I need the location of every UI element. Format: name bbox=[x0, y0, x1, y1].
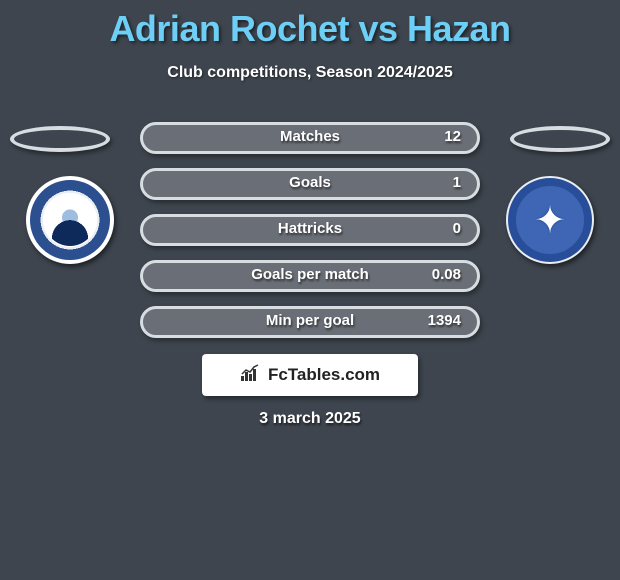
page-title: Adrian Rochet vs Hazan bbox=[0, 0, 620, 50]
stats-panel: Matches 12 Goals 1 Hattricks 0 Goals per… bbox=[140, 122, 480, 352]
stat-value: 1394 bbox=[428, 312, 461, 329]
stat-value: 12 bbox=[444, 128, 461, 145]
stat-row-goals: Goals 1 bbox=[140, 168, 480, 200]
date-label: 3 march 2025 bbox=[0, 410, 620, 428]
player-silhouette-right bbox=[510, 126, 610, 152]
stat-label: Matches bbox=[143, 128, 477, 145]
stat-value: 1 bbox=[453, 174, 461, 191]
brand-box: FcTables.com bbox=[202, 354, 418, 396]
team-badge-left bbox=[26, 176, 114, 264]
stat-row-min-per-goal: Min per goal 1394 bbox=[140, 306, 480, 338]
stat-label: Hattricks bbox=[143, 220, 477, 237]
page-subtitle: Club competitions, Season 2024/2025 bbox=[0, 64, 620, 82]
player-silhouette-left bbox=[10, 126, 110, 152]
stat-row-goals-per-match: Goals per match 0.08 bbox=[140, 260, 480, 292]
stat-row-matches: Matches 12 bbox=[140, 122, 480, 154]
stat-label: Goals bbox=[143, 174, 477, 191]
brand-text: FcTables.com bbox=[268, 365, 380, 385]
chart-icon bbox=[240, 364, 262, 387]
stat-value: 0 bbox=[453, 220, 461, 237]
stat-label: Goals per match bbox=[143, 266, 477, 283]
team-badge-right bbox=[506, 176, 594, 264]
stat-row-hattricks: Hattricks 0 bbox=[140, 214, 480, 246]
stat-value: 0.08 bbox=[432, 266, 461, 283]
